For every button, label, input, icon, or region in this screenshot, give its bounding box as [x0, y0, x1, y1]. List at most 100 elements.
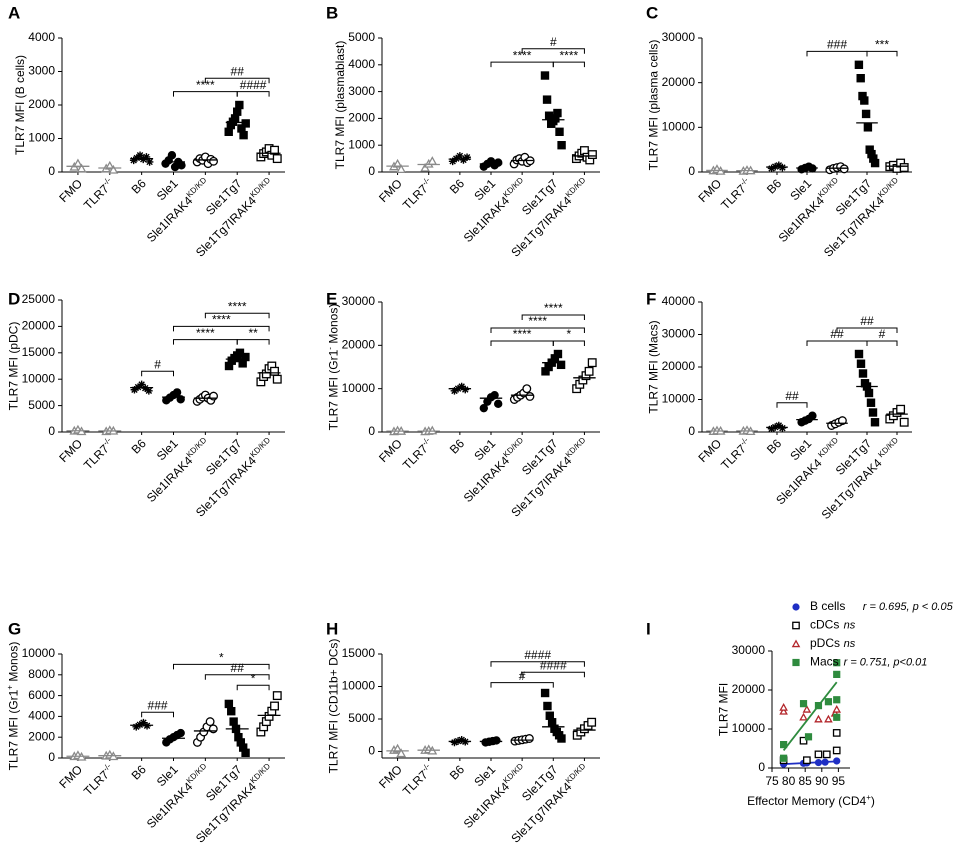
panel-letter: C — [646, 3, 658, 22]
data-point — [587, 150, 597, 160]
label-part: B6 — [129, 436, 150, 457]
y-tick-label: 2000 — [28, 97, 55, 111]
label-part: B6 — [129, 762, 150, 783]
y-tick-label: 2000 — [28, 729, 55, 743]
panel-letter: E — [326, 289, 337, 308]
data-point — [205, 717, 215, 727]
superscript: -/- — [101, 761, 113, 773]
data-point — [176, 728, 185, 738]
data-point — [235, 100, 244, 110]
significance-label: * — [219, 651, 224, 665]
legend-marker — [792, 603, 800, 611]
data-point — [808, 411, 817, 420]
data-point — [899, 417, 909, 427]
superscript: KD/KD — [563, 175, 587, 199]
label-part: B6 — [447, 176, 468, 197]
superscript: KD/KD — [563, 761, 587, 785]
y-axis-label: TLR7 MFI (Gr1+ Monos) — [5, 642, 21, 771]
significance-bracket — [866, 340, 898, 346]
superscript: KD/KD — [816, 175, 840, 199]
data-point — [525, 392, 535, 401]
data-point — [448, 157, 457, 166]
y-tick-label: 40000 — [662, 294, 696, 308]
data-point — [824, 714, 833, 723]
data-point — [130, 385, 139, 394]
data-point — [427, 425, 438, 435]
y-tick-label: 0 — [688, 424, 695, 438]
significance-bracket — [490, 327, 585, 333]
y-axis-label: TLR7 MFI — [717, 683, 731, 736]
x-tick-label: B6 — [447, 762, 468, 783]
data-point — [137, 380, 146, 389]
data-point — [172, 388, 182, 397]
superscript: KD/KD — [184, 175, 208, 199]
data-point — [899, 163, 909, 172]
y-tick-label: 5000 — [348, 30, 375, 44]
y-tick-label: 20000 — [662, 75, 696, 89]
data-point — [177, 161, 186, 170]
data-point — [837, 416, 847, 426]
legend-label: cDCs — [810, 618, 839, 632]
data-point — [241, 352, 250, 362]
legend-stat: ns — [844, 619, 856, 631]
data-point — [227, 707, 236, 716]
data-point — [229, 717, 238, 726]
data-point — [494, 158, 503, 167]
label-part: TLR7 MFI (Gr1 — [327, 349, 341, 430]
superscript: -/- — [420, 175, 432, 187]
data-point — [779, 706, 788, 715]
data-point — [832, 704, 842, 713]
significance-bracket — [141, 370, 174, 377]
label-part: FMO — [57, 762, 86, 791]
significance-bracket — [521, 314, 585, 320]
y-tick-label: 0 — [368, 164, 375, 178]
data-point — [540, 71, 550, 80]
superscript: KD/KD — [816, 435, 840, 459]
data-point — [450, 387, 459, 395]
data-point — [856, 74, 865, 83]
y-tick-label: 30000 — [662, 327, 696, 341]
panel-letter: I — [646, 619, 651, 638]
x-tick-label: B6 — [764, 436, 785, 457]
data-point — [864, 388, 874, 398]
significance-label: # — [879, 327, 886, 341]
data-point — [239, 130, 248, 140]
data-point — [799, 736, 808, 745]
y-tick-label: 20000 — [22, 319, 56, 333]
data-point — [804, 733, 813, 741]
data-point — [457, 736, 466, 744]
label-part: Sle1 — [154, 176, 181, 203]
y-axis-label: TLR7 MFI (B cells) — [13, 55, 27, 155]
data-point — [392, 158, 403, 168]
y-tick-label: 6000 — [28, 688, 55, 702]
data-point — [557, 734, 566, 743]
superscript: -/- — [101, 435, 113, 447]
data-point — [858, 369, 868, 378]
y-tick-label: 0 — [368, 744, 375, 758]
label-part: B6 — [764, 176, 785, 197]
data-point — [870, 418, 880, 427]
label-part: Monos) — [7, 642, 21, 685]
data-point — [556, 360, 566, 370]
significance-bracket — [173, 325, 270, 332]
y-tick-label: 10000 — [342, 679, 376, 693]
x-tick-label: Sle1 — [154, 176, 181, 203]
panel-letter: A — [8, 3, 20, 22]
y-tick-label: 20000 — [662, 359, 696, 373]
significance-label: **** — [513, 327, 532, 341]
x-tick-label: TLR7-/- — [717, 175, 754, 212]
y-tick-label: 1000 — [28, 131, 55, 145]
data-point — [272, 374, 282, 384]
x-tick-label: TLR7-/- — [399, 761, 436, 798]
significance-bracket — [204, 312, 270, 319]
significance-label: **** — [513, 48, 532, 62]
data-point — [145, 158, 154, 166]
data-point — [457, 382, 466, 391]
significance-label: *** — [875, 38, 889, 52]
y-tick-label: 15000 — [22, 345, 56, 359]
x-tick-label: Sle1 — [471, 762, 498, 789]
data-point — [861, 109, 871, 119]
data-point — [241, 119, 250, 128]
significance-bracket — [806, 340, 868, 346]
